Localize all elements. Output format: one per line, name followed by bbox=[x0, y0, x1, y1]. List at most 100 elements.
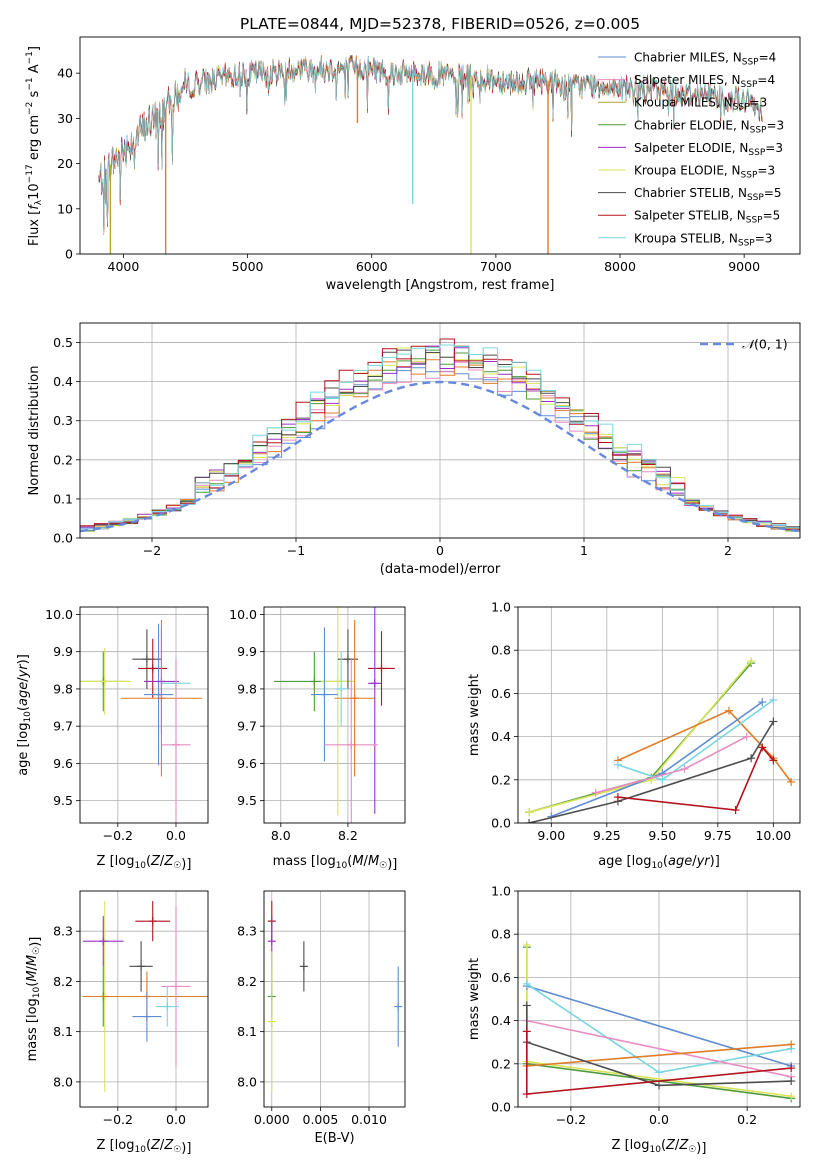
axes-frame bbox=[79, 36, 801, 255]
x-tick-label: 9000 bbox=[728, 259, 760, 274]
y-tick-label: 0.8 bbox=[491, 927, 511, 942]
x-axis-label: Z [log10(Z/Z☉)] bbox=[97, 1138, 192, 1156]
y-tick-label: 9.6 bbox=[53, 756, 73, 771]
plot-area-massweight_vs_Z bbox=[522, 941, 796, 1103]
y-tick-label: 0.4 bbox=[491, 729, 511, 744]
x-tick-label: 0 bbox=[436, 543, 444, 558]
legend-label: 𝒩(0, 1) bbox=[742, 337, 788, 352]
x-tick-label: 9.25 bbox=[593, 828, 621, 843]
y-tick-label: 10 bbox=[57, 201, 73, 216]
y-tick-label: 8.1 bbox=[53, 1024, 73, 1039]
y-tick-label: 8.2 bbox=[53, 974, 73, 989]
y-tick-label: 9.9 bbox=[53, 644, 73, 659]
y-tick-label: 0.0 bbox=[53, 531, 73, 546]
y-tick-label: 40 bbox=[57, 66, 73, 81]
weight-line bbox=[526, 985, 792, 1067]
plot-area-mass_vs_Z bbox=[81, 901, 208, 1092]
x-tick-label: 0.005 bbox=[303, 1112, 339, 1127]
x-tick-label: 8.0 bbox=[271, 828, 291, 843]
y-axis-label: mass weight bbox=[467, 958, 482, 1040]
y-tick-label: 0.4 bbox=[53, 374, 73, 389]
x-tick-label: 9.75 bbox=[704, 828, 732, 843]
x-tick-label: 0.0 bbox=[166, 1112, 186, 1127]
weight-line bbox=[617, 745, 775, 811]
x-tick-label: 2 bbox=[724, 543, 732, 558]
plot-area-mass_vs_EBV bbox=[267, 901, 403, 1092]
figure-title: PLATE=0844, MJD=52378, FIBERID=0526, z=0… bbox=[240, 15, 640, 33]
x-tick-label: 8.2 bbox=[338, 828, 358, 843]
y-tick-label: 0.5 bbox=[53, 335, 73, 350]
y-tick-label: 1.0 bbox=[491, 600, 511, 615]
y-tick-label: 9.7 bbox=[237, 719, 257, 734]
x-tick-label: 8000 bbox=[604, 259, 636, 274]
y-axis-label: Normed distribution bbox=[27, 366, 42, 496]
y-tick-label: 0.0 bbox=[491, 1100, 511, 1115]
panel-massweight_vs_Z: −0.2 0.0 0.2 0.0 0.2 0.4 0.6 0.8 1.0 mass weight Z… bbox=[467, 884, 801, 1156]
x-tick-label: 10.00 bbox=[755, 828, 791, 843]
y-tick-label: 9.6 bbox=[237, 756, 257, 771]
y-tick-label: 9.5 bbox=[53, 793, 73, 808]
y-tick-label: 10.0 bbox=[45, 607, 73, 622]
plot-area-residual_histogram bbox=[80, 338, 800, 534]
y-tick-label: 0.2 bbox=[491, 772, 511, 787]
plot-area-age_vs_mass bbox=[274, 607, 395, 823]
x-tick-label: −1 bbox=[287, 543, 305, 558]
legend-label: Chabrier ELODIE, NSSP=3 bbox=[634, 118, 784, 135]
legend-label: Salpeter MILES, NSSP=4 bbox=[634, 73, 775, 90]
y-tick-label: 8.1 bbox=[237, 1024, 257, 1039]
weight-line bbox=[617, 709, 792, 783]
weight-line bbox=[526, 1019, 792, 1078]
y-tick-label: 8.3 bbox=[237, 924, 257, 939]
y-tick-label: 0.6 bbox=[491, 970, 511, 985]
legend-label: Chabrier STELIB, NSSP=5 bbox=[634, 186, 782, 203]
y-tick-label: 0.2 bbox=[491, 1056, 511, 1071]
y-axis-label: Flux [fλ10−17 erg cm−2 s−1 A−1] bbox=[25, 46, 44, 246]
plot-area-spectrum bbox=[98, 54, 763, 254]
y-tick-label: 9.9 bbox=[237, 644, 257, 659]
y-tick-label: 0.2 bbox=[53, 452, 73, 467]
panel-age_vs_Z: −0.2 0.0 9.5 9.6 9.7 9.8 9.9 10.0 Z [log10(Z/Z☉)… bbox=[16, 606, 209, 872]
x-tick-label: −0.2 bbox=[556, 1112, 586, 1127]
legend-label: Salpeter ELODIE, NSSP=3 bbox=[634, 141, 783, 158]
y-tick-label: 10.0 bbox=[229, 607, 257, 622]
weight-line bbox=[526, 1005, 792, 1087]
y-tick-label: 9.8 bbox=[53, 681, 73, 696]
axes-frame bbox=[79, 606, 209, 824]
x-axis-label: age [log10(age/yr)] bbox=[598, 854, 720, 871]
panel-residual_histogram: −2 −1 0 1 2 0.0 0.1 0.2 0.3 0.4 0.5 (data-model)/er… bbox=[27, 322, 801, 577]
weight-line bbox=[528, 721, 775, 823]
x-tick-label: −0.2 bbox=[103, 1112, 133, 1127]
y-axis-label: mass weight bbox=[467, 674, 482, 756]
panel-spectrum: 4000 5000 6000 7000 8000 9000 0 10 20 30 40 wavelen… bbox=[25, 36, 801, 293]
normal-curve bbox=[80, 380, 800, 533]
x-axis-label: (data-model)/error bbox=[380, 562, 501, 577]
panel-mass_vs_EBV: 0.000 0.005 0.010 8.0 8.1 8.2 8.3 E(B-V) bbox=[237, 890, 406, 1146]
x-axis-label: wavelength [Angstrom, rest frame] bbox=[326, 278, 555, 293]
axes-frame bbox=[263, 890, 406, 1108]
x-tick-label: 0.000 bbox=[254, 1112, 290, 1127]
axes-frame bbox=[79, 322, 801, 539]
legend-label: Kroupa STELIB, NSSP=3 bbox=[634, 231, 772, 248]
axes-frame bbox=[517, 890, 801, 1108]
x-tick-label: 9.50 bbox=[648, 828, 676, 843]
y-tick-label: 0.6 bbox=[491, 686, 511, 701]
x-axis-label: Z [log10(Z/Z☉)] bbox=[612, 1138, 707, 1156]
y-axis-label: mass [log10(M/M☉)] bbox=[25, 937, 43, 1062]
y-tick-label: 30 bbox=[57, 111, 73, 126]
axes-frame bbox=[517, 606, 801, 824]
x-tick-label: 0.0 bbox=[649, 1112, 669, 1127]
x-tick-label: −2 bbox=[143, 543, 161, 558]
y-tick-label: 8.3 bbox=[53, 924, 73, 939]
x-axis-label: Z [log10(Z/Z☉)] bbox=[97, 854, 192, 872]
plot-area-age_vs_Z bbox=[80, 620, 203, 823]
panel-massweight_vs_age: 9.00 9.25 9.50 9.75 10.00 0.0 0.2 0.4 0.6 0.8 1.0 m… bbox=[467, 600, 801, 871]
y-tick-label: 8.0 bbox=[53, 1074, 73, 1089]
y-tick-label: 0.8 bbox=[491, 643, 511, 658]
x-tick-label: 0.010 bbox=[351, 1112, 387, 1127]
y-tick-label: 8.2 bbox=[237, 974, 257, 989]
x-tick-label: 9.00 bbox=[537, 828, 565, 843]
y-tick-label: 9.8 bbox=[237, 681, 257, 696]
y-tick-label: 0.4 bbox=[491, 1013, 511, 1028]
y-tick-label: 20 bbox=[57, 156, 73, 171]
